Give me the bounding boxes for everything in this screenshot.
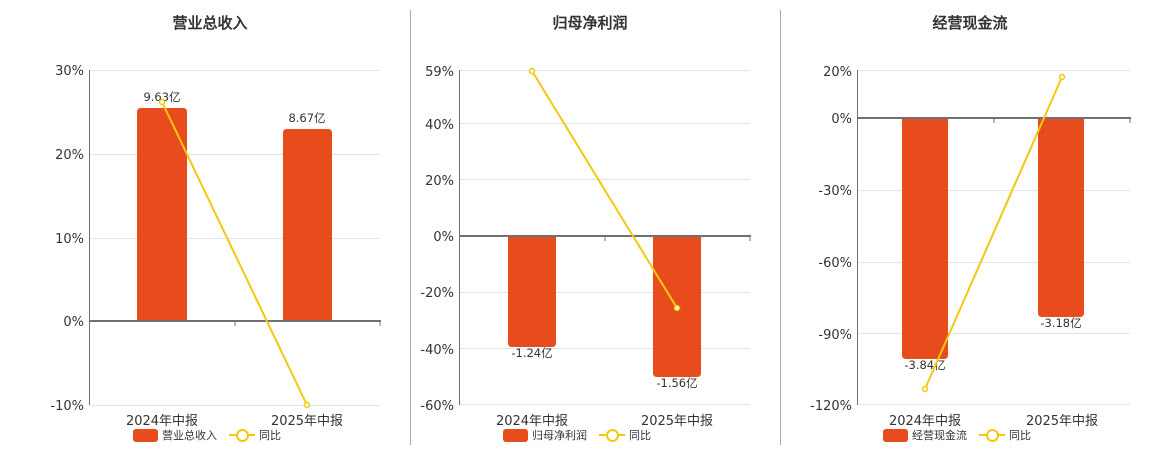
bar-2024[interactable] xyxy=(137,108,187,321)
y-tick: 0% xyxy=(63,315,84,330)
bar-label: -3.18亿 xyxy=(1040,316,1081,330)
revenue-chart-svg: 30% 20% 10% 0% -10% 9.63亿 8.67亿 2024年中报 … xyxy=(50,64,381,429)
y-tick: 59% xyxy=(425,65,454,80)
legend-label: 同比 xyxy=(259,429,281,442)
legend-item-bar[interactable]: 归母净利润 xyxy=(503,427,587,443)
bar-swatch-icon xyxy=(883,428,908,442)
yoy-point[interactable] xyxy=(1058,73,1066,81)
bar-2025[interactable] xyxy=(1038,118,1084,317)
chart-title: 营业总收入 xyxy=(172,14,248,32)
legend-item-line[interactable]: 同比 xyxy=(591,427,651,443)
chart-title: 经营现金流 xyxy=(932,14,1008,32)
legend-label: 经营现金流 xyxy=(912,429,967,442)
bar-swatch-icon xyxy=(133,428,158,442)
y-tick: 20% xyxy=(425,174,454,189)
bar-label: -1.24亿 xyxy=(511,346,552,360)
legend-label: 归母净利润 xyxy=(532,429,587,442)
x-category-label: 2024年中报 xyxy=(889,414,961,429)
y-tick: 0% xyxy=(831,112,852,127)
legend-item-bar[interactable]: 营业总收入 xyxy=(133,427,217,443)
line-marker-icon xyxy=(599,428,625,442)
yoy-point[interactable] xyxy=(528,67,536,75)
chart-panel-revenue: 营业总收入 30% 20% 10% 0% -10% 9.63亿 8.67亿 20… xyxy=(0,0,410,450)
y-tick: -60% xyxy=(818,256,852,271)
bar-2024[interactable] xyxy=(902,118,948,359)
yoy-point[interactable] xyxy=(921,385,929,393)
yoy-point[interactable] xyxy=(673,304,681,312)
line-marker-icon xyxy=(229,428,255,442)
y-tick: 40% xyxy=(425,118,454,133)
chart-panel-net-profit: 归母净利润 59% 40% 20% 0% -20% -40% -60% -1.2… xyxy=(410,0,780,450)
chart-legend: 经营现金流 同比 xyxy=(883,427,1031,443)
net-profit-chart-svg: 59% 40% 20% 0% -20% -40% -60% -1.24亿 -1.… xyxy=(420,65,751,429)
y-tick: 30% xyxy=(55,64,84,79)
yoy-point[interactable] xyxy=(158,98,166,106)
yoy-line xyxy=(531,70,678,309)
bar-label: -1.56亿 xyxy=(656,376,697,390)
x-category-label: 2024年中报 xyxy=(496,414,568,429)
bar-swatch-icon xyxy=(503,428,528,442)
yoy-point[interactable] xyxy=(303,401,311,409)
chart-legend: 归母净利润 同比 xyxy=(503,427,651,443)
x-category-label: 2024年中报 xyxy=(126,414,198,429)
y-tick: -40% xyxy=(420,343,454,358)
y-tick: 20% xyxy=(55,148,84,163)
y-tick: -10% xyxy=(50,399,84,414)
legend-item-line[interactable]: 同比 xyxy=(221,427,281,443)
chart-legend: 营业总收入 同比 xyxy=(133,427,281,443)
y-tick: -90% xyxy=(818,328,852,343)
y-tick: -120% xyxy=(810,399,852,414)
yoy-line xyxy=(161,101,308,406)
x-category-label: 2025年中报 xyxy=(1026,414,1098,429)
yoy-line xyxy=(924,76,1063,390)
legend-label: 同比 xyxy=(629,429,651,442)
chart-title: 归母净利润 xyxy=(552,14,628,32)
bar-label: -3.84亿 xyxy=(904,358,945,372)
cash-flow-chart-svg: 20% 0% -30% -60% -90% -120% -3.84亿 -3.18… xyxy=(810,65,1131,429)
legend-label: 同比 xyxy=(1009,429,1031,442)
y-tick: -30% xyxy=(818,184,852,199)
x-category-label: 2025年中报 xyxy=(641,414,713,429)
x-category-label: 2025年中报 xyxy=(271,414,343,429)
bar-2024[interactable] xyxy=(508,236,556,347)
y-tick: 0% xyxy=(433,230,454,245)
y-tick: -20% xyxy=(420,286,454,301)
y-tick: 10% xyxy=(55,232,84,247)
chart-panel-operating-cash-flow: 经营现金流 20% 0% -30% -60% -90% -120% -3.84亿… xyxy=(780,0,1160,450)
y-tick: -60% xyxy=(420,399,454,414)
panel-divider-1 xyxy=(410,10,411,445)
bar-2025[interactable] xyxy=(283,129,332,321)
bar-label: 9.63亿 xyxy=(143,90,180,104)
legend-item-bar[interactable]: 经营现金流 xyxy=(883,427,967,443)
panel-divider-2 xyxy=(780,10,781,445)
grid-lines xyxy=(90,70,380,406)
legend-item-line[interactable]: 同比 xyxy=(971,427,1031,443)
bar-label: 8.67亿 xyxy=(288,111,325,125)
y-tick: 20% xyxy=(823,65,852,80)
legend-label: 营业总收入 xyxy=(162,429,217,442)
line-marker-icon xyxy=(979,428,1005,442)
